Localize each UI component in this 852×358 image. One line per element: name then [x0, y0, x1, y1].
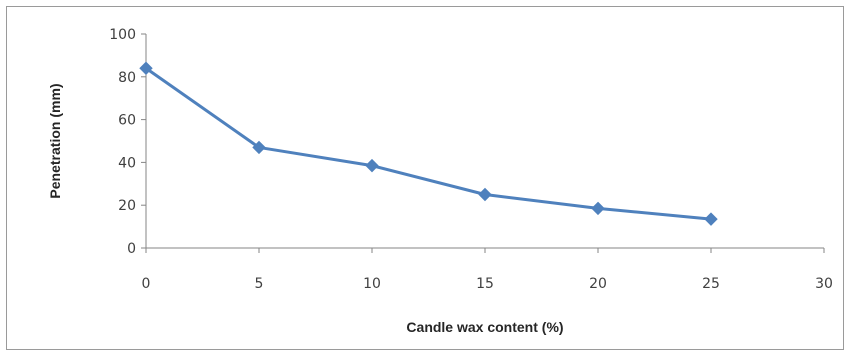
y-tick-label: 60	[118, 113, 136, 129]
y-tick-label: 80	[118, 70, 136, 86]
series-line	[145, 67, 712, 221]
data-point-marker	[139, 61, 153, 75]
y-tick-label: 40	[118, 155, 136, 171]
y-axis-title: Penetration (mm)	[47, 83, 63, 198]
x-tick-label: 10	[363, 276, 381, 292]
x-tick-label: 30	[815, 276, 833, 292]
data-point-marker	[478, 187, 492, 202]
series-layer	[139, 61, 718, 226]
data-point-marker	[591, 201, 605, 216]
y-tick-label: 0	[127, 241, 136, 257]
data-point-marker	[365, 158, 379, 173]
data-point-marker	[704, 212, 718, 226]
data-point-marker	[252, 140, 266, 155]
y-axis-ticks: 0 20 40 60 80 100	[109, 27, 146, 257]
x-tick-label: 15	[476, 276, 494, 292]
plot-area: 0 20 40 60 80 100 0 5 10 15 20 25 30	[109, 27, 833, 292]
x-tick-label: 20	[589, 276, 607, 292]
x-tick-label: 0	[142, 276, 151, 292]
x-axis-ticks: 0 5 10 15 20 25 30	[142, 248, 833, 292]
x-axis-title: Candle wax content (%)	[406, 319, 563, 335]
x-tick-label: 25	[702, 276, 720, 292]
y-tick-label: 20	[118, 198, 136, 214]
y-tick-label: 100	[109, 27, 136, 43]
x-tick-label: 5	[255, 276, 264, 292]
